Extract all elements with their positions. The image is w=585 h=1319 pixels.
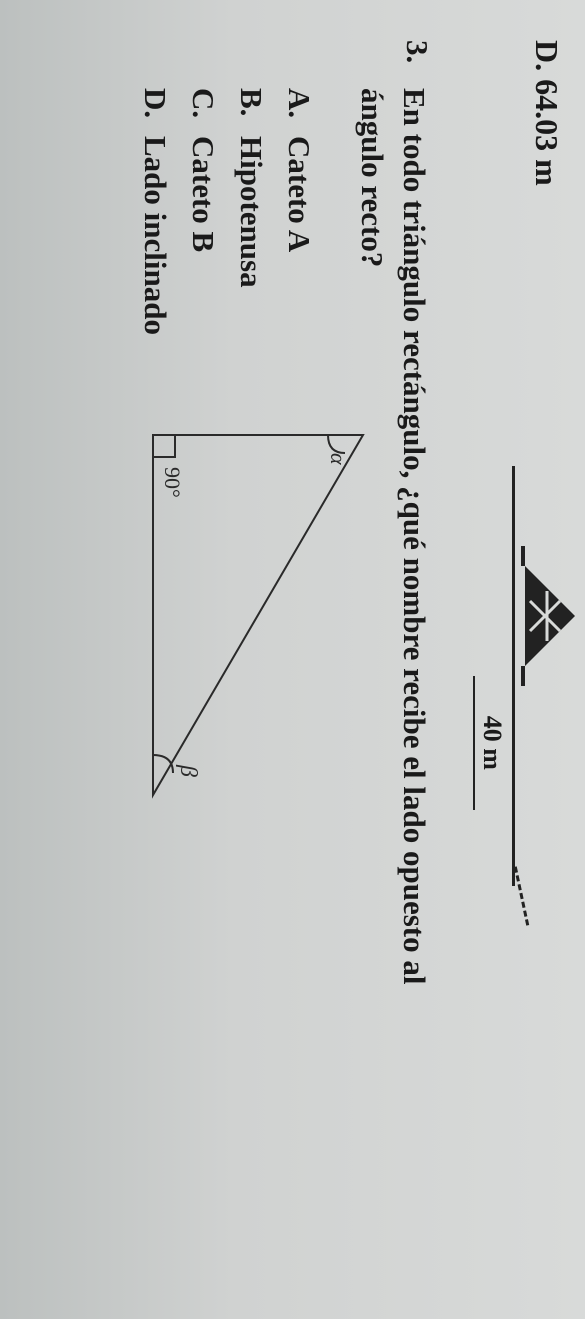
choice-c: C. Cateto B	[179, 88, 227, 335]
tower-icon	[515, 546, 575, 686]
top-row: D. 64.03 m 40 m	[465, 40, 565, 1279]
triangle-figure: α 90° β	[123, 395, 383, 835]
choice-d: D. Lado inclinado	[131, 88, 179, 335]
option-d-value: 64.03 m	[529, 79, 565, 186]
option-d-label: D.	[529, 40, 565, 71]
prev-option-d: D. 64.03 m	[528, 40, 565, 186]
choice-b: B. Hipotenusa	[227, 88, 275, 335]
right-angle-square	[153, 435, 175, 457]
question-number: 3.	[351, 40, 435, 70]
question-line-1: En todo triángulo rectángulo, ¿qué nombr…	[397, 88, 432, 984]
choice-d-text: Lado inclinado	[131, 136, 179, 335]
ground-measure: 40 m	[473, 676, 507, 810]
choices-list: A. Cateto A B. Hipotenusa C. Cateto B D.…	[131, 88, 323, 335]
dashed-extension	[514, 866, 529, 925]
angle-label-alpha: α	[326, 453, 351, 465]
choice-d-label: D.	[131, 88, 179, 122]
ground-line	[512, 466, 515, 886]
page-content: D. 64.03 m 40 m 3. En todo triángulo rec…	[0, 0, 585, 1319]
choice-b-text: Hipotenusa	[227, 136, 275, 288]
right-triangle-icon: α 90° β	[123, 395, 383, 835]
choices-and-figure: A. Cateto A B. Hipotenusa C. Cateto B D.…	[123, 88, 323, 1279]
angle-arc-alpha	[328, 435, 345, 453]
choice-b-label: B.	[227, 88, 275, 122]
angle-label-90: 90°	[160, 467, 185, 498]
angle-label-beta: β	[175, 764, 201, 777]
choice-c-text: Cateto B	[179, 136, 227, 252]
choice-a-label: A.	[275, 88, 323, 122]
question-line-2: ángulo recto?	[355, 88, 390, 267]
choice-a: A. Cateto A	[275, 88, 323, 335]
choice-c-label: C.	[179, 88, 227, 122]
tower-figure: 40 m	[465, 466, 565, 886]
choice-a-text: Cateto A	[275, 136, 323, 252]
